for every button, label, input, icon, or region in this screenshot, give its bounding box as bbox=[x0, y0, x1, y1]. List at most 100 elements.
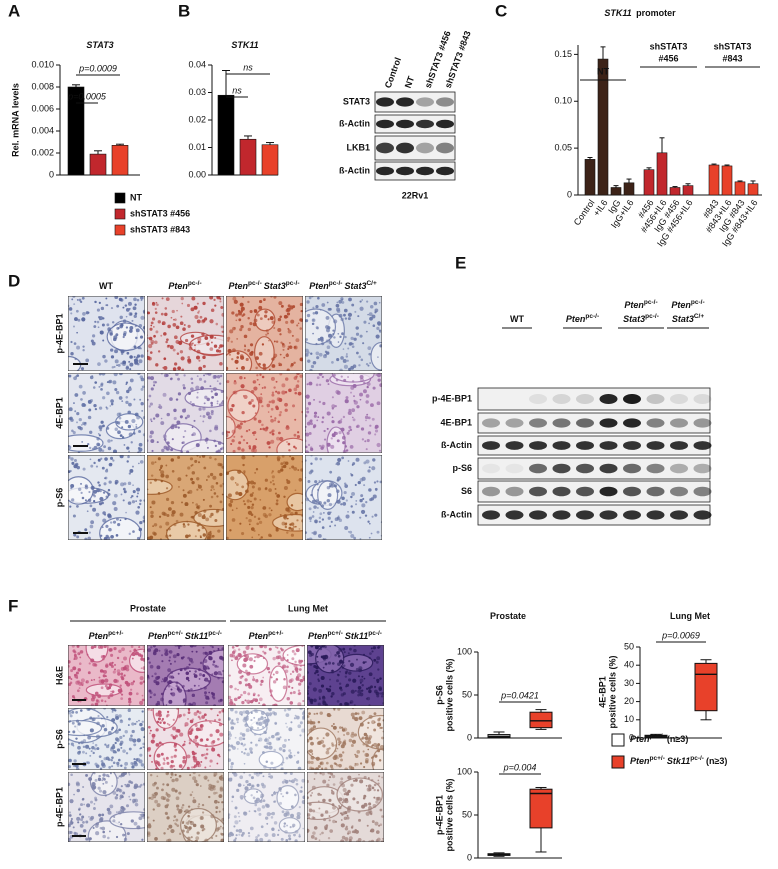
cell bbox=[116, 364, 118, 366]
cell bbox=[315, 499, 319, 503]
cell bbox=[351, 510, 355, 514]
cell bbox=[72, 431, 76, 435]
cell bbox=[250, 726, 254, 730]
cell bbox=[196, 710, 200, 713]
cell bbox=[327, 836, 331, 840]
cell bbox=[128, 780, 132, 784]
cell bbox=[102, 830, 106, 834]
cell bbox=[103, 777, 106, 781]
cell bbox=[166, 793, 171, 798]
row-label: p-4E-BP1 bbox=[54, 313, 64, 353]
cell bbox=[117, 363, 121, 367]
cell bbox=[108, 683, 113, 687]
cell bbox=[116, 761, 120, 765]
cell bbox=[174, 777, 179, 782]
cell bbox=[365, 811, 370, 816]
cell bbox=[355, 762, 359, 766]
micrograph bbox=[305, 373, 382, 453]
cell bbox=[162, 757, 166, 760]
lane-label: Control bbox=[383, 56, 403, 89]
cell bbox=[79, 813, 82, 816]
cell bbox=[338, 743, 341, 746]
cell bbox=[139, 398, 142, 401]
cell bbox=[155, 767, 158, 770]
cell bbox=[337, 737, 341, 741]
cell bbox=[147, 746, 152, 751]
cell bbox=[149, 773, 153, 777]
cell bbox=[308, 808, 313, 813]
cell bbox=[307, 696, 311, 701]
cell bbox=[81, 402, 86, 407]
cell bbox=[172, 323, 177, 327]
cell bbox=[318, 516, 322, 520]
cell bbox=[299, 679, 304, 683]
cell bbox=[379, 808, 383, 812]
y-axis-label: 4E-BP1 bbox=[597, 676, 607, 708]
blot-band bbox=[416, 142, 434, 154]
gland bbox=[286, 492, 303, 512]
cell bbox=[140, 763, 145, 767]
cell bbox=[185, 666, 190, 670]
cell bbox=[234, 687, 237, 691]
cell bbox=[315, 342, 318, 345]
cell bbox=[203, 665, 206, 668]
text-part: pc+/- bbox=[108, 630, 123, 637]
blot-band bbox=[693, 486, 712, 497]
row-label: LKB1 bbox=[346, 142, 370, 152]
cell bbox=[192, 823, 197, 828]
cell bbox=[319, 512, 323, 516]
cell bbox=[79, 824, 84, 828]
cell bbox=[215, 811, 218, 814]
cell bbox=[279, 373, 283, 376]
legend-swatch bbox=[611, 733, 625, 747]
text-part: Pten bbox=[624, 300, 644, 310]
cell bbox=[205, 437, 208, 440]
cell bbox=[378, 759, 382, 762]
cell bbox=[308, 537, 313, 540]
cell bbox=[373, 728, 377, 732]
chart-title: STAT3 bbox=[86, 40, 113, 50]
cell bbox=[231, 650, 236, 655]
cell bbox=[170, 500, 175, 505]
cell bbox=[330, 520, 333, 523]
cell bbox=[156, 441, 159, 444]
cell bbox=[260, 536, 263, 539]
cell bbox=[197, 484, 202, 489]
cell bbox=[255, 797, 260, 802]
cell bbox=[228, 353, 231, 356]
cell bbox=[363, 775, 367, 779]
cell bbox=[203, 509, 207, 513]
cell bbox=[293, 652, 297, 656]
cell bbox=[76, 421, 78, 424]
cell bbox=[173, 335, 178, 340]
cell bbox=[96, 747, 100, 751]
cell bbox=[209, 535, 213, 539]
cell bbox=[251, 448, 255, 453]
cell bbox=[95, 764, 100, 769]
cell bbox=[331, 662, 335, 665]
cell bbox=[98, 774, 101, 778]
cell bbox=[97, 777, 102, 782]
cell bbox=[233, 722, 236, 726]
cell bbox=[99, 669, 104, 673]
cell bbox=[179, 668, 183, 672]
cell bbox=[351, 303, 355, 307]
cell bbox=[181, 368, 185, 371]
cell bbox=[333, 484, 337, 488]
cell bbox=[155, 363, 159, 367]
cell bbox=[323, 429, 326, 433]
cell bbox=[282, 685, 287, 690]
blot-band bbox=[376, 142, 394, 154]
cell bbox=[202, 364, 206, 368]
cell bbox=[101, 373, 106, 376]
section-label: Lung Met bbox=[288, 603, 328, 613]
cell bbox=[217, 737, 220, 741]
cell bbox=[198, 684, 200, 687]
cell bbox=[194, 315, 199, 320]
cell bbox=[207, 667, 210, 670]
cell bbox=[209, 721, 211, 723]
cell bbox=[313, 778, 316, 780]
cell bbox=[150, 339, 155, 344]
cell bbox=[212, 740, 216, 744]
cell bbox=[317, 792, 321, 796]
